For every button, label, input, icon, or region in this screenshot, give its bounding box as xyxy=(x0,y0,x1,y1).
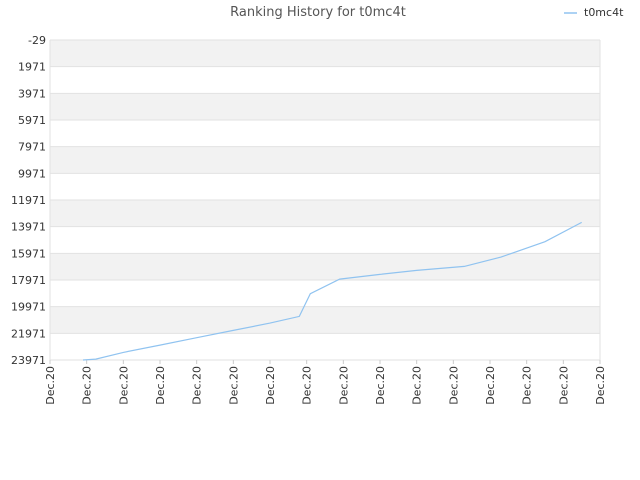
y-tick-label: 1971 xyxy=(18,61,46,74)
y-tick-label: 19971 xyxy=(11,301,46,314)
series-line-t0mc4t xyxy=(82,221,582,361)
x-tick-label: Dec.20 xyxy=(337,366,350,405)
y-axis: -29 1971 3971 5971 7971 9971 11971 13971 15971 17… xyxy=(11,34,46,367)
y-tick-label: 9971 xyxy=(18,167,46,180)
x-tick-label: Dec.20 xyxy=(521,366,534,405)
grid-band xyxy=(50,146,600,174)
legend[interactable]: t0mc4t xyxy=(564,6,624,19)
grid-band xyxy=(50,200,600,227)
grid-band xyxy=(50,93,600,120)
x-tick-label: Dec.20 xyxy=(154,366,167,405)
x-tick-label: Dec.20 xyxy=(191,366,204,405)
x-tick-label: Dec.20 xyxy=(301,366,314,405)
grid-band xyxy=(50,306,600,334)
grid-bands xyxy=(50,40,600,334)
grid-band xyxy=(50,40,600,67)
y-tick-label: -29 xyxy=(28,34,46,47)
y-tick-label: 3971 xyxy=(18,87,46,100)
y-tick-label: 15971 xyxy=(11,247,46,260)
x-tick-label: Dec.20 xyxy=(264,366,277,405)
series-group xyxy=(82,221,582,361)
x-tick-label: Dec.20 xyxy=(44,366,57,405)
x-tick-label: Dec.20 xyxy=(411,366,424,405)
y-tick-label: 13971 xyxy=(11,221,46,234)
x-tick-label: Dec.20 xyxy=(557,366,570,405)
y-tick-label: 17971 xyxy=(11,274,46,287)
x-tick-label: Dec.20 xyxy=(594,366,607,405)
x-tick-label: Dec.20 xyxy=(227,366,240,405)
grid-band xyxy=(50,253,600,280)
x-axis: Dec.20 Dec.20 Dec.20 Dec.20 Dec.20 Dec.20 Dec.… xyxy=(44,360,607,405)
y-tick-label: 23971 xyxy=(11,354,46,367)
x-tick-label: Dec.20 xyxy=(117,366,130,405)
chart-title: Ranking History for t0mc4t xyxy=(230,5,406,20)
x-tick-label: Dec.20 xyxy=(81,366,94,405)
x-tick-label: Dec.20 xyxy=(484,366,497,405)
legend-label: t0mc4t xyxy=(584,6,624,19)
y-tick-label: 7971 xyxy=(18,141,46,154)
y-tick-label: 11971 xyxy=(11,194,46,207)
x-tick-label: Dec.20 xyxy=(447,366,460,405)
y-tick-label: 5971 xyxy=(18,114,46,127)
grid-lines xyxy=(49,39,601,361)
y-tick-label: 21971 xyxy=(11,327,46,340)
x-tick-label: Dec.20 xyxy=(374,366,387,405)
